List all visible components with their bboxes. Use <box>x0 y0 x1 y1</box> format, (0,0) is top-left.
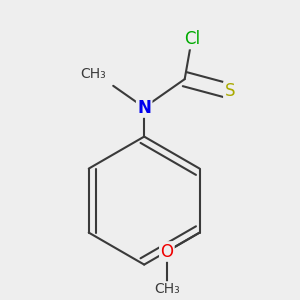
Text: Cl: Cl <box>184 30 200 48</box>
Text: N: N <box>137 98 151 116</box>
Text: CH₃: CH₃ <box>154 282 180 296</box>
Text: O: O <box>160 242 173 260</box>
Text: CH₃: CH₃ <box>80 68 106 81</box>
Text: S: S <box>224 82 235 100</box>
